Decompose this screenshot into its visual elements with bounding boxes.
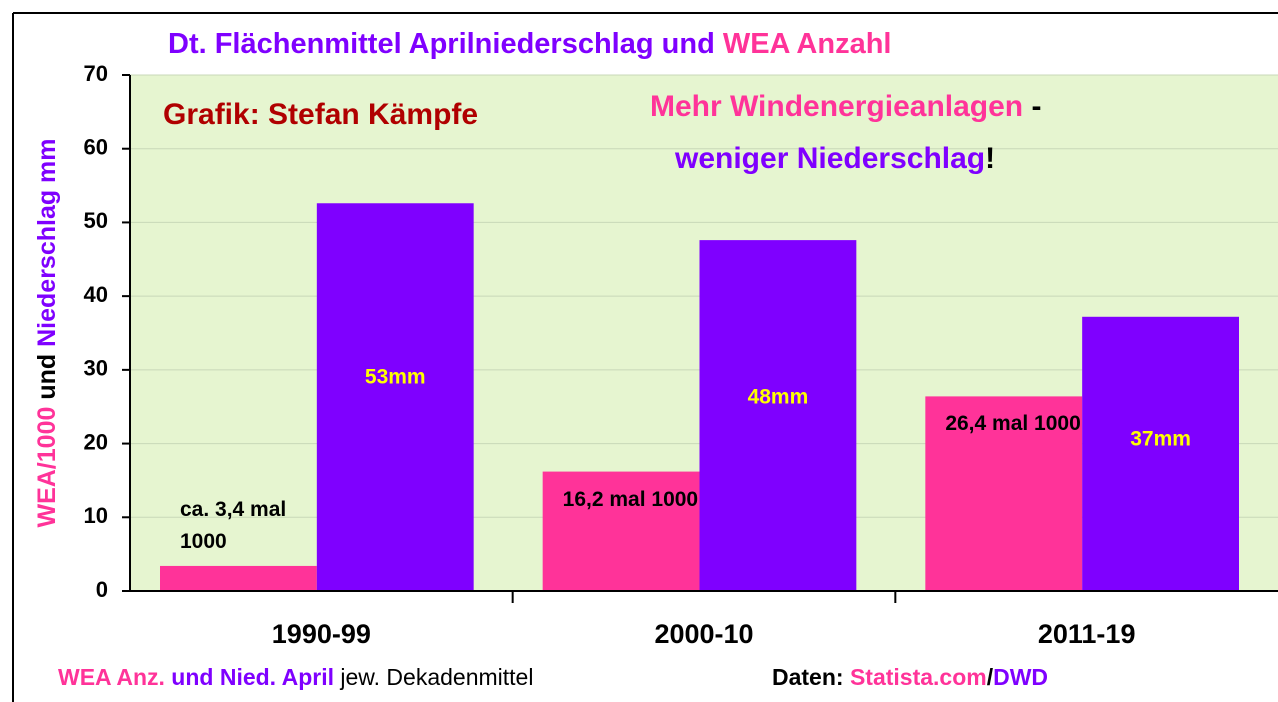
claim-part: ! xyxy=(985,142,995,175)
y-tick-label: 10 xyxy=(84,503,108,528)
bar xyxy=(1082,316,1239,591)
title-part: Dt. Flächenmittel Aprilniederschlag und xyxy=(168,28,715,60)
claim-line-2: weniger Niederschlag! xyxy=(674,142,995,175)
data-label: ca. 3,4 mal 1000 xyxy=(180,497,287,553)
y-tick-label: 60 xyxy=(84,135,108,160)
bar xyxy=(699,240,857,591)
footer-part: WEA Anz. xyxy=(58,664,165,690)
y-label-part: WEA/1000 xyxy=(33,407,61,528)
data-label: 53mm xyxy=(365,365,426,388)
y-label-part: Niederschlag mm xyxy=(33,138,61,346)
bar xyxy=(160,565,317,591)
footer-part: jew. Dekadenmittel xyxy=(339,664,533,690)
author-note: Grafik: Stefan Kämpfe xyxy=(163,98,478,131)
y-label-part: und xyxy=(33,354,61,400)
bar xyxy=(925,396,1083,591)
claim-part: Mehr Windenergieanlagen xyxy=(650,90,1023,123)
plot-area: 0 10 20 30 40 50 60 70 53mm 1990-99 48mm 2000-10 37m… xyxy=(84,61,1278,649)
title-part: WEA Anzahl xyxy=(723,28,892,60)
bar xyxy=(542,471,700,591)
footer: WEA Anz. und Nied. April jew. Dekadenmit… xyxy=(58,664,533,690)
y-tick-label: 20 xyxy=(84,429,108,454)
footer-part: Daten: xyxy=(772,664,844,690)
footer-part: DWD xyxy=(993,664,1048,690)
data-label: 37mm xyxy=(1130,428,1191,451)
data-label: 26,4 mal 1000 xyxy=(945,412,1081,436)
chart-title: Dt. Flächenmittel Aprilniederschlag und … xyxy=(168,28,891,60)
y-tick-label: 70 xyxy=(84,61,108,86)
source: Daten: Statista.com/DWD xyxy=(772,664,1048,690)
footer-part: Statista.com xyxy=(850,664,987,690)
claim-line-1: Mehr Windenergieanlagen - xyxy=(650,90,1041,123)
footer-part: / xyxy=(987,664,994,690)
y-tick-label: 0 xyxy=(96,577,108,602)
y-tick-label: 50 xyxy=(84,208,108,233)
footer-part: und Nied. April xyxy=(171,664,334,690)
data-label: 16,2 mal 1000 xyxy=(562,487,699,511)
y-tick-label: 30 xyxy=(84,356,108,381)
claim-part: - xyxy=(1031,90,1041,123)
x-tick-label: 2011-19 xyxy=(1038,619,1136,649)
data-label: 48mm xyxy=(748,386,809,409)
x-tick-label: 2000-10 xyxy=(654,619,753,649)
y-axis-label: WEA/1000 und Niederschlag mm xyxy=(33,138,61,527)
y-tick-label: 40 xyxy=(84,282,108,307)
claim-part: weniger Niederschlag xyxy=(674,142,985,175)
bar xyxy=(316,203,474,591)
x-tick-label: 1990-99 xyxy=(272,619,371,649)
